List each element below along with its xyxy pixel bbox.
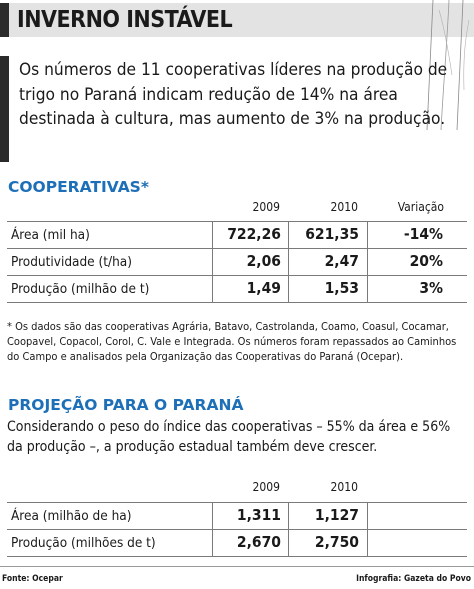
cell-2009: 2,670 bbox=[236, 533, 281, 551]
column-divider bbox=[212, 503, 213, 530]
graphic-credit: Infografia: Gazeta do Povo bbox=[356, 574, 471, 584]
cell-2010: 2,47 bbox=[324, 252, 359, 270]
column-divider bbox=[367, 276, 368, 303]
column-divider bbox=[288, 249, 289, 276]
table-row-produtividade: Produtividade (t/ha) 2,06 2,47 20% bbox=[7, 249, 467, 276]
column-header-variacao: Variação bbox=[397, 200, 444, 214]
cell-2010: 1,127 bbox=[314, 506, 359, 524]
projecao-text: Considerando o peso do índice das cooper… bbox=[7, 419, 451, 455]
cell-variacao: 20% bbox=[409, 252, 443, 270]
cell-variacao: 3% bbox=[419, 279, 443, 297]
cell-variacao: -14% bbox=[403, 225, 443, 243]
row-label: Área (milhão de ha) bbox=[11, 508, 132, 524]
footer-rule bbox=[0, 566, 474, 567]
header-accent-bar bbox=[0, 3, 9, 37]
column-divider bbox=[288, 503, 289, 530]
table-top-rule bbox=[7, 502, 467, 503]
column-header-2010: 2010 bbox=[330, 200, 358, 214]
column-divider bbox=[212, 249, 213, 276]
intro-text: Os números de 11 cooperativas líderes na… bbox=[19, 60, 448, 129]
source-credit: Fonte: Ocepar bbox=[2, 574, 63, 584]
column-divider bbox=[367, 249, 368, 276]
column-divider bbox=[288, 530, 289, 557]
column-header-2009: 2009 bbox=[252, 480, 280, 494]
row-label: Produção (milhões de t) bbox=[11, 535, 156, 551]
column-divider bbox=[288, 222, 289, 249]
wheat-illustration-icon bbox=[426, 0, 470, 130]
cell-2010: 2,750 bbox=[314, 533, 359, 551]
section-title-projecao: PROJEÇÃO PARA O PARANÁ bbox=[8, 396, 244, 414]
row-label: Produtividade (t/ha) bbox=[11, 254, 132, 270]
column-divider bbox=[367, 503, 368, 530]
cell-2010: 621,35 bbox=[305, 225, 359, 243]
cell-2009: 2,06 bbox=[246, 252, 281, 270]
page-title: INVERNO INSTÁVEL bbox=[17, 7, 233, 33]
column-divider bbox=[212, 530, 213, 557]
row-label: Área (mil ha) bbox=[11, 227, 90, 243]
column-header-2010: 2010 bbox=[330, 480, 358, 494]
header-bar: INVERNO INSTÁVEL bbox=[0, 3, 474, 37]
cell-2010: 1,53 bbox=[324, 279, 359, 297]
column-divider bbox=[288, 276, 289, 303]
cell-2009: 1,311 bbox=[236, 506, 281, 524]
table-row-producao-projecao: Produção (milhões de t) 2,670 2,750 bbox=[7, 530, 467, 557]
table-row-area-projecao: Área (milhão de ha) 1,311 1,127 bbox=[7, 503, 467, 530]
footnote: * Os dados são das cooperativas Agrária,… bbox=[7, 320, 457, 363]
table-row-producao: Produção (milhão de t) 1,49 1,53 3% bbox=[7, 276, 467, 303]
section-title-cooperativas: COOPERATIVAS* bbox=[8, 178, 149, 196]
column-divider bbox=[367, 222, 368, 249]
column-header-2009: 2009 bbox=[252, 200, 280, 214]
cell-2009: 722,26 bbox=[227, 225, 281, 243]
row-label: Produção (milhão de t) bbox=[11, 281, 150, 297]
table-top-rule bbox=[7, 221, 467, 222]
cell-2009: 1,49 bbox=[246, 279, 281, 297]
column-divider bbox=[367, 530, 368, 557]
column-divider bbox=[212, 276, 213, 303]
table-row-area: Área (mil ha) 722,26 621,35 -14% bbox=[7, 222, 467, 249]
intro-accent-bar bbox=[0, 56, 9, 162]
column-divider bbox=[212, 222, 213, 249]
